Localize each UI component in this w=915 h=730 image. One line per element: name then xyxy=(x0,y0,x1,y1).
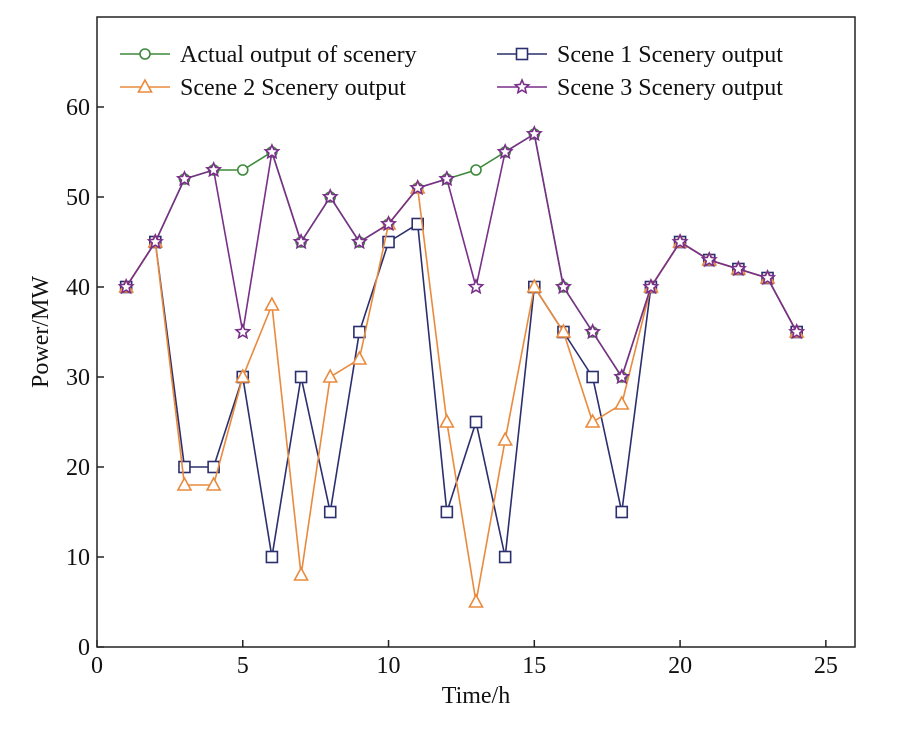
series-4-point xyxy=(205,160,223,178)
series-4-point xyxy=(379,214,398,232)
series-4-point xyxy=(613,367,631,385)
series-layer xyxy=(117,124,806,608)
series-1-point xyxy=(236,164,249,176)
series-4-point xyxy=(146,232,164,250)
series-2-point xyxy=(498,550,512,564)
series-4-point xyxy=(700,250,718,268)
series-3-point xyxy=(613,395,630,410)
legend-item-4: Scene 3 Scenery output xyxy=(497,75,783,101)
legend-item-1: Actual output of scenery xyxy=(120,42,417,68)
legend-item-2: Scene 1 Scenery output xyxy=(497,42,783,68)
series-4-point xyxy=(350,232,368,250)
series-3-point xyxy=(293,566,309,581)
plot-frame xyxy=(96,16,856,648)
series-3-point xyxy=(439,413,455,428)
y-tick-label: 0 xyxy=(78,635,90,661)
series-3-point xyxy=(205,476,222,491)
y-tick-label: 30 xyxy=(66,365,90,391)
legend-marker xyxy=(139,48,151,60)
legend-item-3: Scene 2 Scenery output xyxy=(120,75,406,101)
legend-label: Scene 2 Scenery output xyxy=(180,75,406,101)
series-2-point xyxy=(265,550,279,564)
y-tick-label: 40 xyxy=(66,275,90,301)
series-4-point xyxy=(525,124,543,142)
series-1 xyxy=(120,128,803,383)
series-4-point xyxy=(496,142,514,160)
series-2-point xyxy=(411,217,424,231)
series-4-point xyxy=(117,277,135,295)
series-3-point xyxy=(264,296,280,311)
series-4-line xyxy=(125,132,798,379)
series-2-point xyxy=(323,505,337,519)
series-4-point xyxy=(321,187,339,205)
legend-label: Scene 3 Scenery output xyxy=(557,75,783,101)
x-tick-label: 15 xyxy=(522,653,546,679)
series-3-point xyxy=(468,593,484,608)
x-tick-label: 0 xyxy=(91,653,103,679)
legend-marker xyxy=(513,77,531,95)
series-4-point xyxy=(642,277,660,295)
series-3-line xyxy=(125,186,798,603)
x-tick-label: 20 xyxy=(668,653,692,679)
legend-marker xyxy=(137,78,153,93)
series-4-point xyxy=(263,142,281,160)
series-2-point xyxy=(440,505,454,519)
series-3-point xyxy=(234,368,251,383)
series-3-point xyxy=(526,278,543,293)
x-tick-label: 10 xyxy=(377,653,401,679)
series-3-point xyxy=(555,323,572,338)
y-tick-label: 50 xyxy=(66,185,90,211)
series-1-point xyxy=(470,164,482,176)
legend-label: Actual output of scenery xyxy=(180,42,417,68)
series-4-point xyxy=(758,268,777,286)
series-4-point xyxy=(292,232,310,250)
y-axis-ticks: 0 10 20 30 40 50 60 xyxy=(66,95,104,661)
series-4-point xyxy=(554,277,573,295)
series-3-point xyxy=(497,431,513,446)
series-2-point xyxy=(586,370,599,384)
legend: Actual output of scenery Scene 1 Scenery … xyxy=(120,42,783,101)
series-2-point xyxy=(294,370,308,384)
y-tick-label: 60 xyxy=(66,95,90,121)
series-4-point xyxy=(438,169,456,187)
series-4-point xyxy=(175,169,194,187)
series-2-point xyxy=(382,235,395,249)
legend-marker xyxy=(515,47,529,61)
x-axis-title: Time/h xyxy=(442,683,510,709)
series-4-point xyxy=(584,322,602,340)
series-3 xyxy=(118,179,805,608)
series-4 xyxy=(117,124,806,385)
series-3-point xyxy=(584,413,601,428)
x-tick-label: 25 xyxy=(814,653,838,679)
series-4-point xyxy=(409,178,427,196)
series-3-point xyxy=(351,350,368,365)
series-2-point xyxy=(615,505,629,519)
series-3-point xyxy=(322,368,339,383)
series-2-point xyxy=(178,460,191,474)
series-4-point xyxy=(729,259,747,277)
y-tick-label: 20 xyxy=(66,455,90,481)
series-4-point xyxy=(788,322,806,340)
x-tick-label: 5 xyxy=(237,653,249,679)
y-axis-title: Power/MW xyxy=(28,276,54,388)
series-1-line xyxy=(125,132,798,379)
legend-label: Scene 1 Scenery output xyxy=(557,42,783,68)
series-4-point xyxy=(234,322,252,340)
y-tick-label: 10 xyxy=(66,545,90,571)
series-2-point xyxy=(469,415,483,429)
series-3-point xyxy=(176,476,193,491)
series-2-point xyxy=(353,325,366,339)
series-4-point xyxy=(467,277,485,295)
x-axis-ticks: 0 5 10 15 20 25 xyxy=(91,640,838,679)
series-4-point xyxy=(671,232,689,250)
